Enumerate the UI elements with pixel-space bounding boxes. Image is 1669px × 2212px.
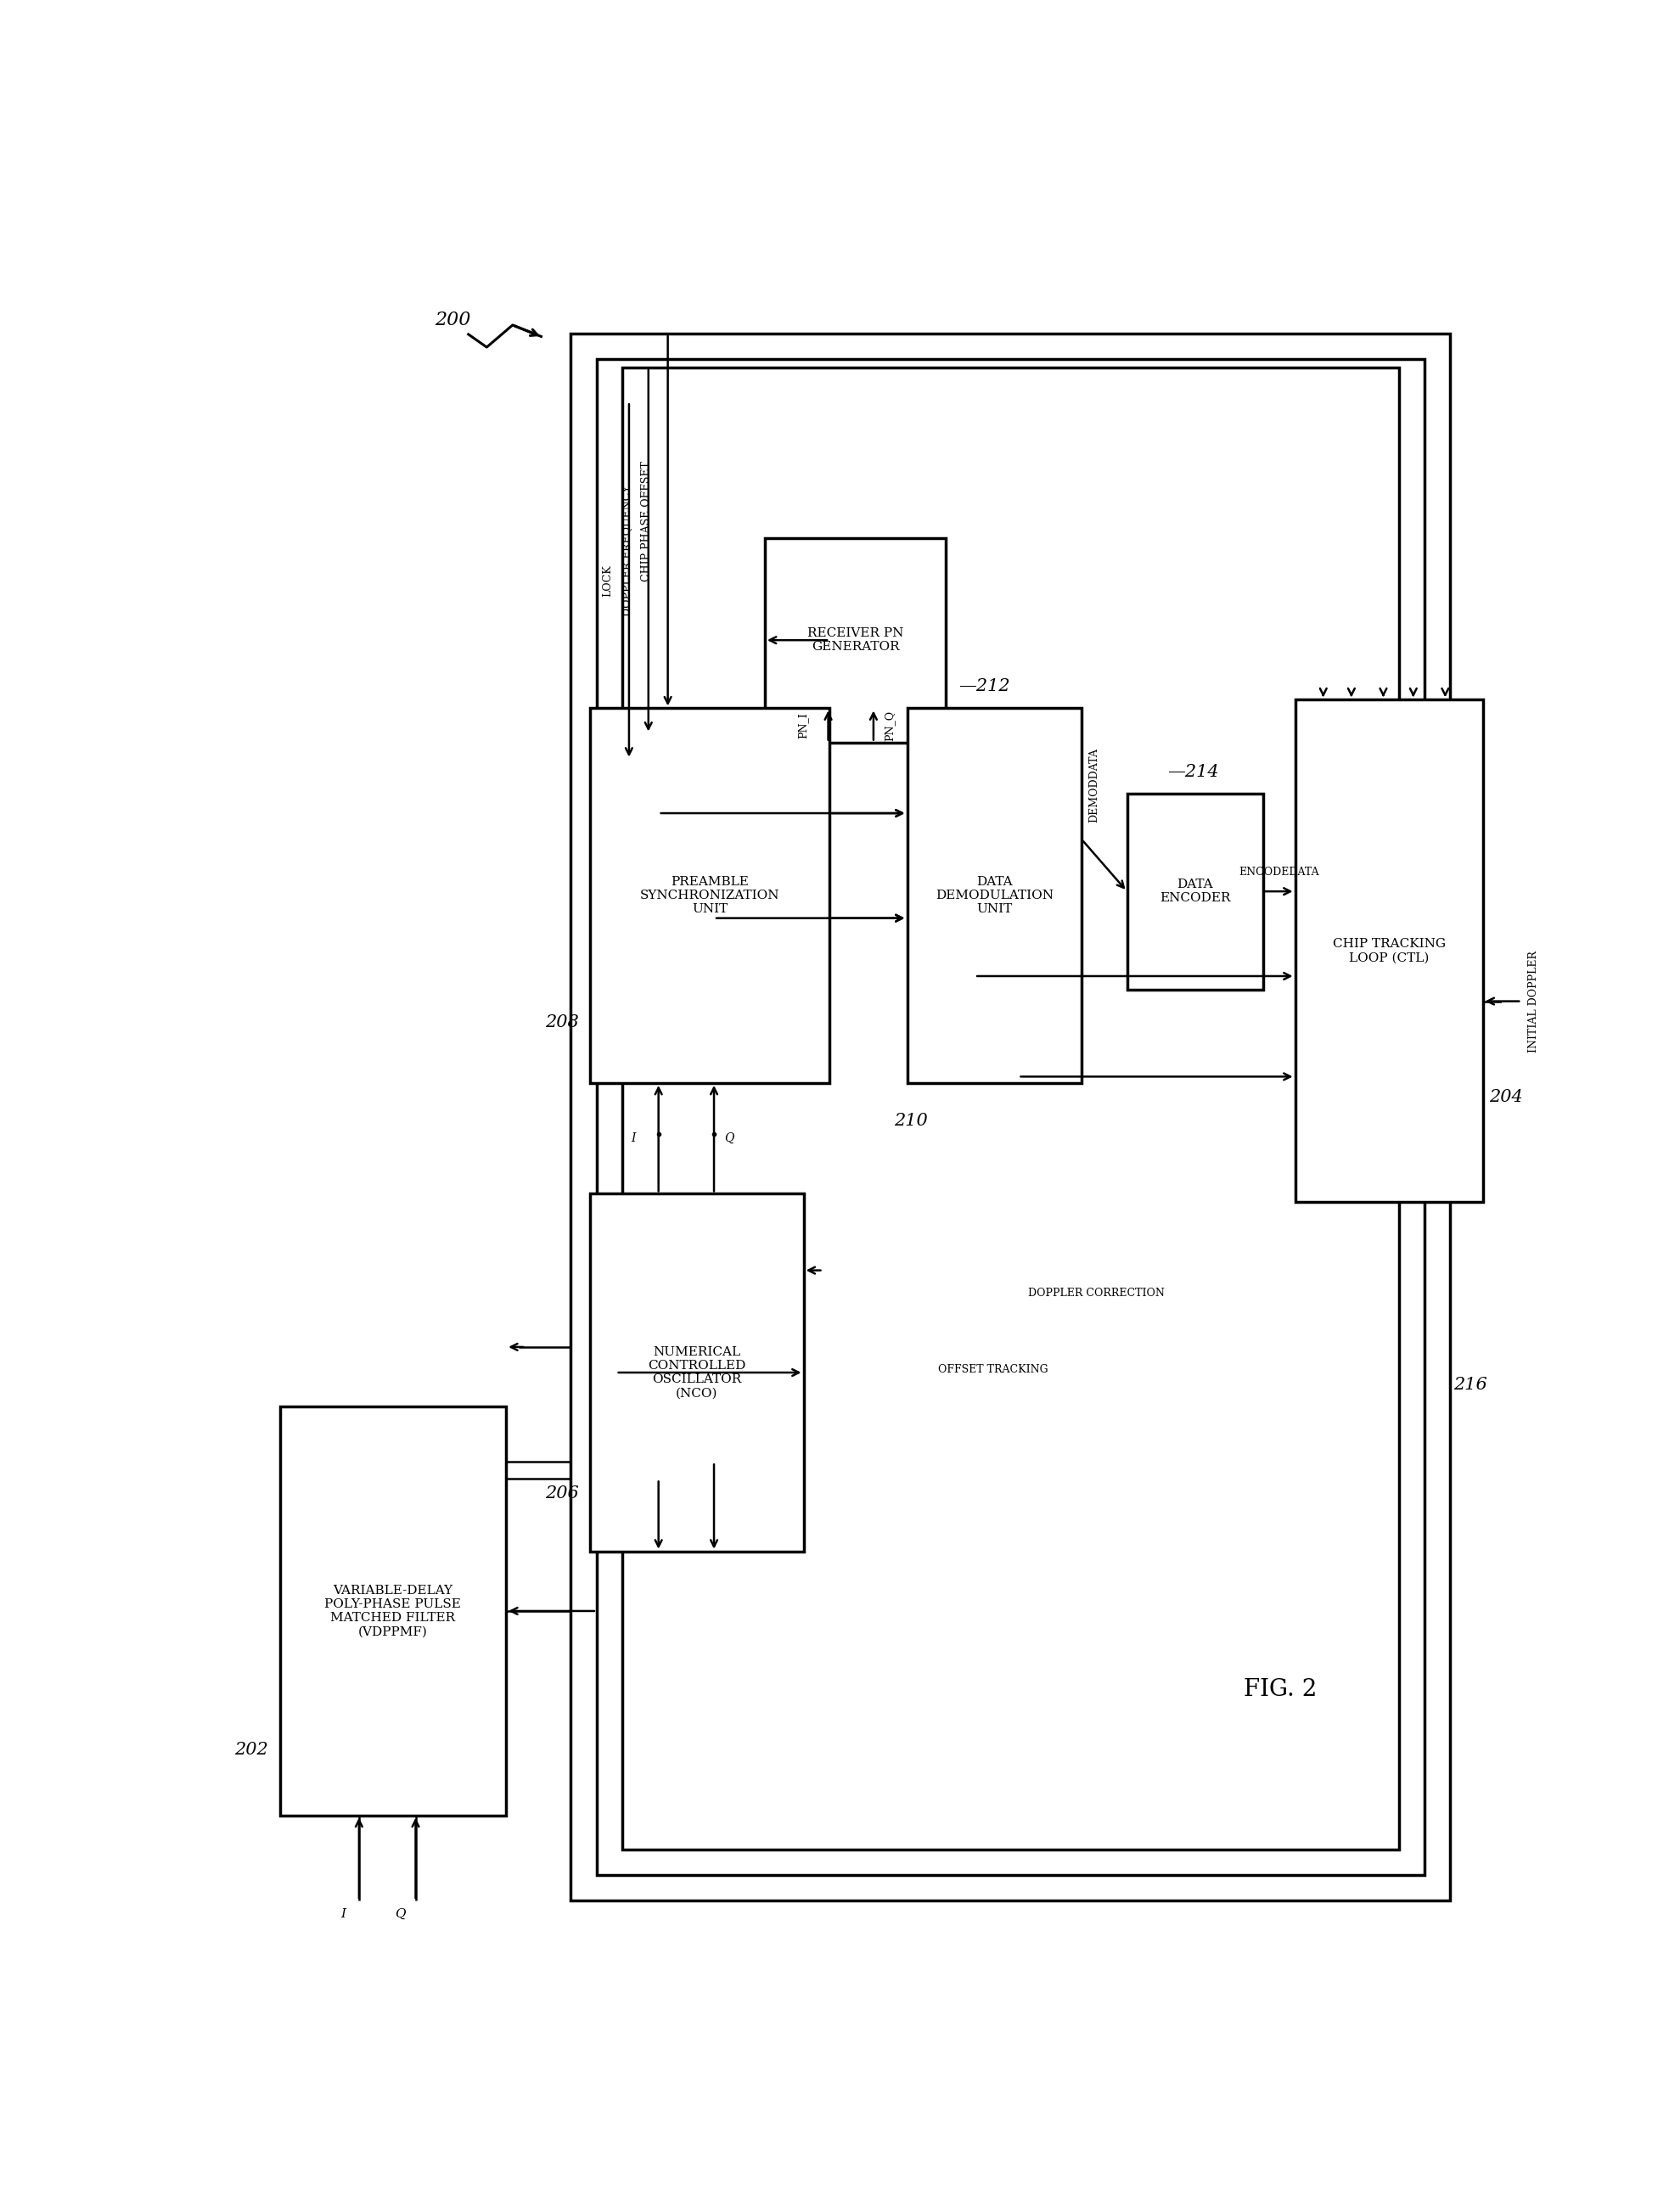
Text: Q: Q bbox=[396, 1909, 406, 1920]
Text: NUMERICAL
CONTROLLED
OSCILLATOR
(NCO): NUMERICAL CONTROLLED OSCILLATOR (NCO) bbox=[648, 1345, 746, 1400]
Bar bbox=[1127, 794, 1263, 989]
Text: I: I bbox=[631, 1133, 636, 1144]
Bar bbox=[598, 358, 1424, 1876]
Text: 210: 210 bbox=[895, 1113, 928, 1128]
Text: CHIP TRACKING
LOOP (CTL): CHIP TRACKING LOOP (CTL) bbox=[1332, 938, 1445, 964]
Bar bbox=[764, 538, 946, 743]
Text: PN_Q: PN_Q bbox=[885, 710, 895, 741]
Bar bbox=[908, 708, 1082, 1084]
Text: DEMODDATA: DEMODDATA bbox=[1088, 748, 1100, 823]
Text: PN_I: PN_I bbox=[798, 712, 809, 739]
Text: OFFSET TRACKING: OFFSET TRACKING bbox=[938, 1365, 1048, 1376]
Text: —214: —214 bbox=[1168, 763, 1218, 781]
Text: Q: Q bbox=[724, 1133, 734, 1144]
Text: 216: 216 bbox=[1454, 1376, 1487, 1394]
Text: 202: 202 bbox=[234, 1741, 269, 1759]
Text: PREAMBLE
SYNCHRONIZATION
UNIT: PREAMBLE SYNCHRONIZATION UNIT bbox=[639, 876, 779, 916]
Text: 206: 206 bbox=[546, 1484, 579, 1502]
Bar bbox=[1295, 699, 1482, 1203]
Text: I: I bbox=[340, 1909, 345, 1920]
Text: VARIABLE-DELAY
POLY-PHASE PULSE
MATCHED FILTER
(VDPPMF): VARIABLE-DELAY POLY-PHASE PULSE MATCHED … bbox=[325, 1584, 461, 1637]
Text: CHIP PHASE OFFSET: CHIP PHASE OFFSET bbox=[641, 460, 653, 582]
Text: DOPPLER FREQUENCY: DOPPLER FREQUENCY bbox=[623, 484, 633, 617]
Bar bbox=[623, 367, 1399, 1849]
Bar bbox=[280, 1407, 506, 1816]
Text: DATA
ENCODER: DATA ENCODER bbox=[1160, 878, 1230, 905]
Bar bbox=[591, 708, 829, 1084]
Bar bbox=[591, 1194, 804, 1551]
Text: INITIAL DOPPLER: INITIAL DOPPLER bbox=[1527, 951, 1539, 1053]
Text: 204: 204 bbox=[1489, 1088, 1522, 1106]
Text: RECEIVER PN
GENERATOR: RECEIVER PN GENERATOR bbox=[808, 628, 903, 653]
Text: 208: 208 bbox=[546, 1013, 579, 1031]
Text: LOCK: LOCK bbox=[603, 564, 614, 597]
Text: ENCODEDATA: ENCODEDATA bbox=[1238, 867, 1319, 878]
Text: DOPPLER CORRECTION: DOPPLER CORRECTION bbox=[1028, 1287, 1165, 1298]
Text: 200: 200 bbox=[436, 310, 471, 330]
Bar bbox=[571, 334, 1450, 1900]
Text: —212: —212 bbox=[958, 679, 1010, 695]
Text: DATA
DEMODULATION
UNIT: DATA DEMODULATION UNIT bbox=[935, 876, 1053, 916]
Text: FIG. 2: FIG. 2 bbox=[1243, 1679, 1317, 1701]
